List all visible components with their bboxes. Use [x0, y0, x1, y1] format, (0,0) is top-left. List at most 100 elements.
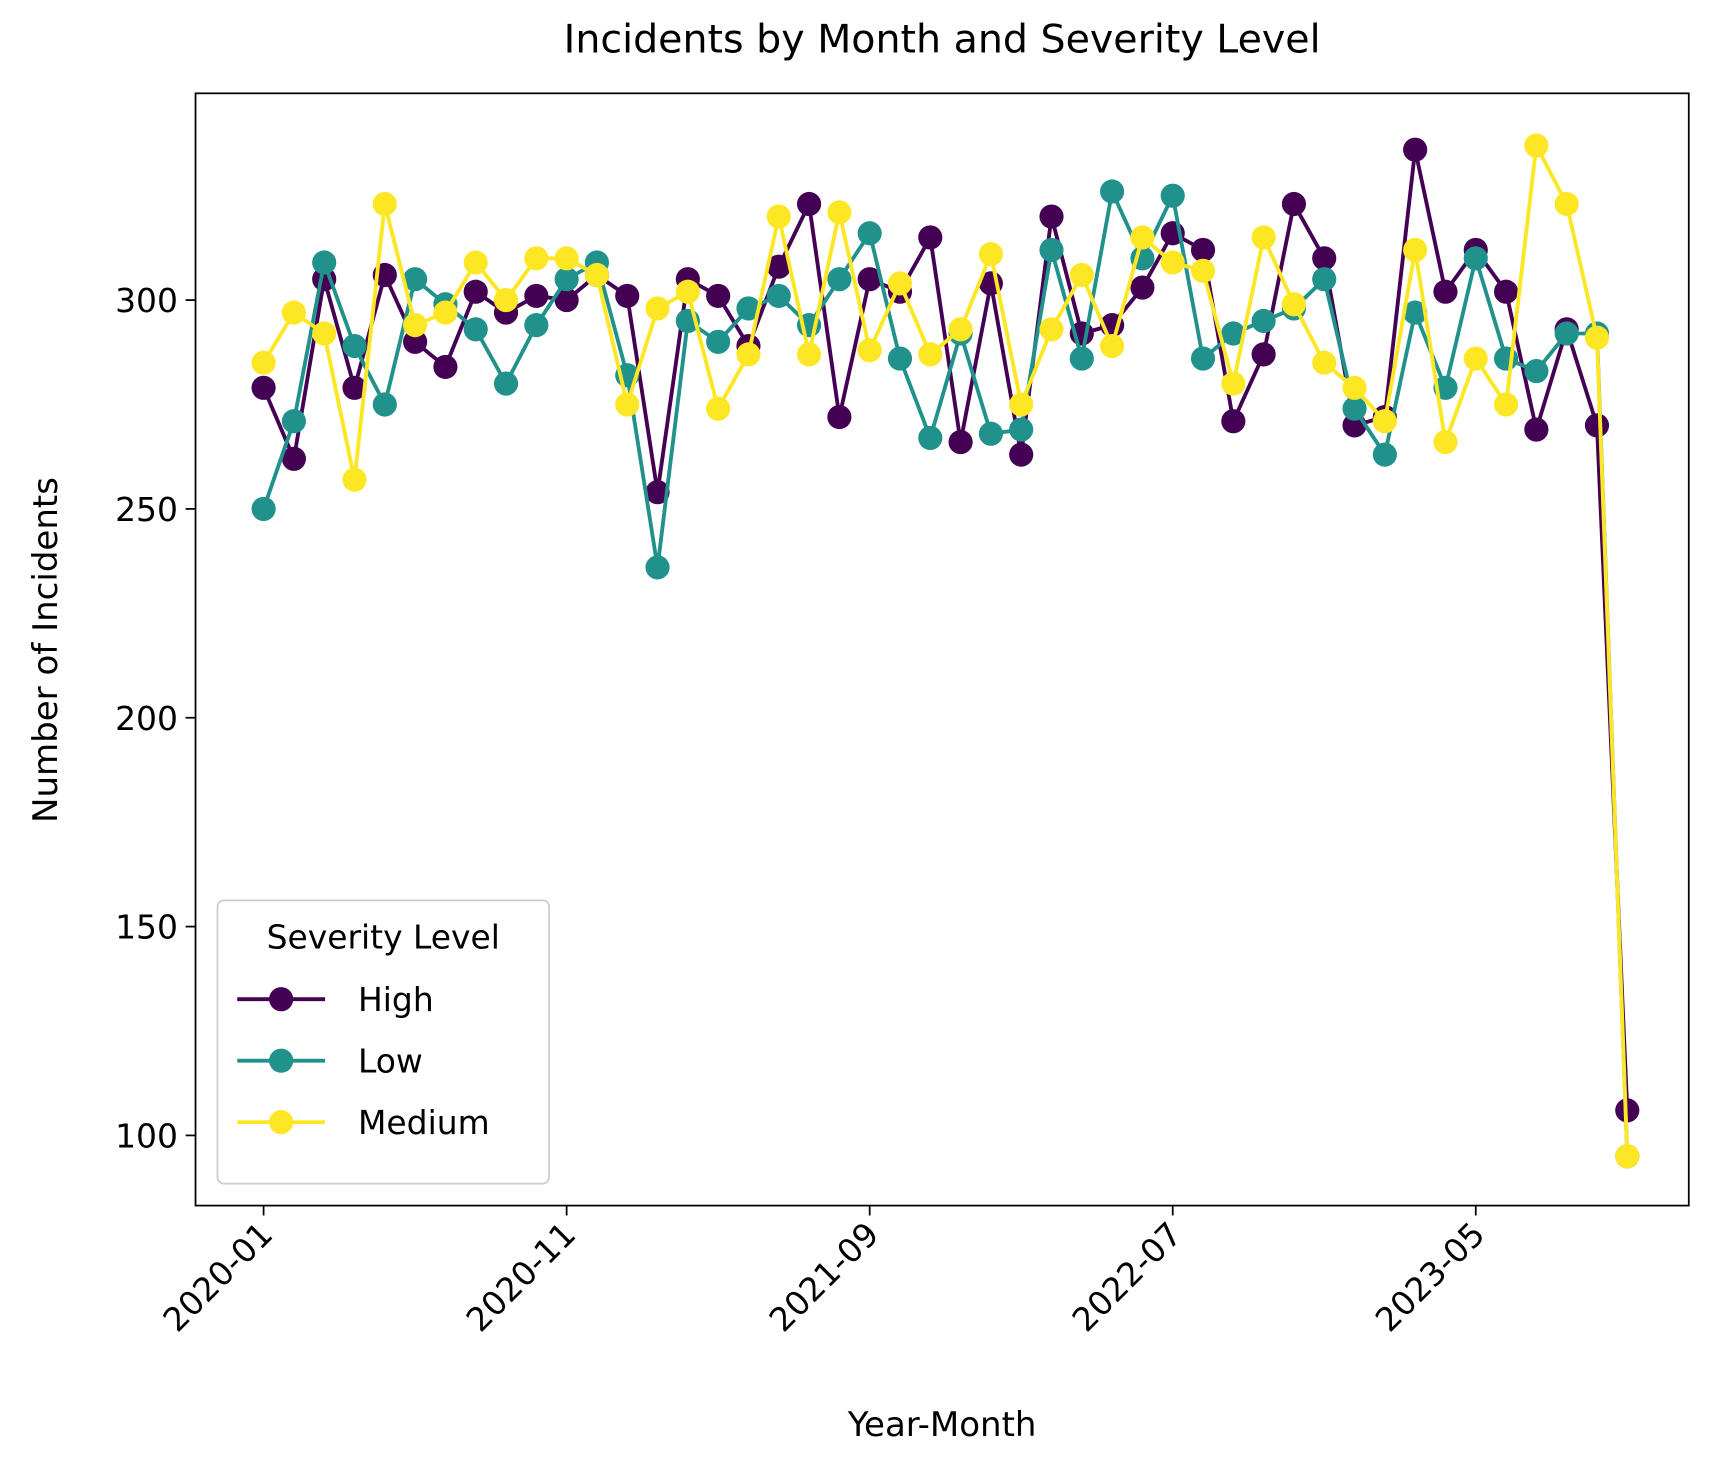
data-point — [827, 200, 852, 225]
data-point — [524, 313, 549, 338]
data-point — [1190, 237, 1216, 263]
data-point — [948, 430, 973, 455]
data-point — [1342, 375, 1367, 400]
data-point — [1251, 225, 1276, 250]
data-point — [1251, 308, 1276, 334]
chart-title: Incidents by Month and Severity Level — [564, 17, 1321, 63]
data-point — [675, 279, 700, 304]
data-point — [1069, 346, 1094, 371]
data-point — [918, 225, 943, 250]
data-point — [645, 480, 670, 505]
data-point — [493, 287, 519, 313]
data-point — [524, 283, 549, 308]
data-point — [403, 313, 428, 338]
data-point — [1190, 346, 1216, 371]
data-point — [433, 354, 458, 379]
data-point — [1251, 342, 1276, 367]
data-point — [1100, 179, 1125, 204]
legend-marker — [269, 1110, 294, 1135]
y-tick-label: 200 — [115, 699, 178, 738]
data-point — [796, 342, 822, 367]
data-point — [281, 446, 306, 471]
data-point — [918, 425, 943, 450]
data-point — [524, 246, 549, 271]
data-point — [1130, 225, 1155, 250]
data-point — [918, 342, 943, 367]
data-point — [1009, 392, 1034, 417]
data-point — [554, 287, 579, 313]
data-point — [857, 221, 882, 246]
legend-marker — [269, 1048, 294, 1073]
data-point — [312, 250, 337, 275]
data-point — [736, 296, 761, 321]
data-point — [1433, 279, 1458, 304]
data-point — [1312, 350, 1337, 375]
data-point — [766, 254, 791, 279]
series-line — [261, 185, 1630, 1157]
data-point — [433, 300, 458, 325]
data-point — [1554, 191, 1579, 217]
data-point — [281, 409, 306, 434]
data-point — [615, 283, 640, 308]
data-point — [827, 404, 852, 430]
data-point — [1342, 396, 1367, 421]
data-point — [1403, 300, 1428, 325]
data-point — [1100, 333, 1125, 359]
data-point — [645, 555, 670, 580]
data-point — [251, 496, 276, 521]
y-tick-label: 250 — [115, 490, 178, 529]
data-point — [1039, 317, 1064, 342]
data-point — [1584, 325, 1610, 350]
y-axis-label: Number of Incidents — [26, 477, 66, 823]
data-point — [554, 246, 579, 271]
legend-title: Severity Level — [267, 918, 500, 957]
legend-label: Low — [358, 1042, 423, 1081]
data-point — [766, 204, 791, 229]
series-line — [261, 139, 1630, 1157]
data-point — [1403, 237, 1428, 263]
data-point — [1069, 262, 1094, 288]
data-point — [1493, 279, 1519, 304]
data-point — [342, 467, 367, 492]
data-point — [554, 267, 579, 292]
y-tick-label: 150 — [115, 908, 178, 947]
data-point — [584, 262, 610, 288]
data-point — [706, 283, 731, 308]
data-point — [1221, 409, 1246, 434]
data-point — [281, 300, 306, 325]
data-point — [1312, 267, 1337, 292]
data-point — [736, 342, 761, 367]
data-point — [403, 267, 428, 292]
data-point — [1463, 346, 1488, 371]
data-point — [1160, 250, 1185, 275]
data-point — [1160, 183, 1185, 208]
data-point — [1524, 133, 1549, 158]
data-point — [1554, 321, 1579, 346]
data-point — [827, 267, 852, 292]
data-point — [312, 321, 337, 346]
data-point — [796, 191, 822, 217]
plot-frame — [194, 92, 1690, 1207]
data-point — [342, 333, 367, 359]
data-point — [251, 375, 276, 400]
y-tick-label: 100 — [115, 1116, 178, 1155]
data-point — [978, 421, 1003, 446]
data-point — [372, 392, 397, 417]
x-axis-label: Year-Month — [847, 1405, 1037, 1445]
data-point — [463, 279, 488, 304]
data-point — [463, 250, 488, 275]
data-point — [887, 346, 913, 371]
data-point — [1463, 246, 1488, 271]
data-point — [1009, 417, 1034, 442]
data-point — [1403, 137, 1428, 162]
data-point — [706, 329, 731, 354]
data-point — [1372, 409, 1397, 434]
data-point — [645, 296, 670, 321]
data-point — [766, 283, 791, 308]
data-point — [1039, 237, 1064, 263]
data-point — [1493, 346, 1519, 371]
data-point — [251, 350, 276, 375]
data-point — [1039, 204, 1064, 229]
